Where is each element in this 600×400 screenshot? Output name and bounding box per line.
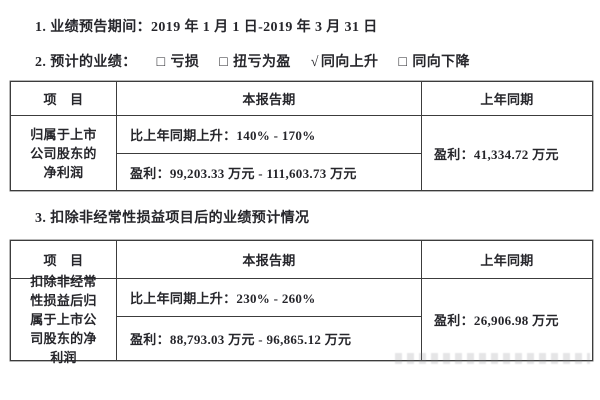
forecast-period-line: 1. 业绩预告期间：2019 年 1 月 1 日-2019 年 3 月 31 日 bbox=[35, 20, 378, 35]
table1-header-prior-period: 上年同期 bbox=[422, 82, 593, 116]
non-recurring-excluded-table: 项 目 本报告期 上年同期 扣除非经常性损益后归属于上市公司股东的净利润 比上年… bbox=[10, 240, 593, 365]
checkbox-unchecked-icon: □ bbox=[219, 55, 229, 70]
option-turnaround: □ 扭亏为盈 bbox=[219, 51, 290, 71]
option-same-direction-down-label: 同向下降 bbox=[412, 55, 470, 70]
expected-results-line: 2. 预计的业绩： □ 亏损 □ 扭亏为盈 √ 同向上升 □ 同向下降 bbox=[35, 51, 470, 71]
option-loss-label: 亏损 bbox=[170, 55, 200, 70]
table2-header-prior-period: 上年同期 bbox=[422, 241, 593, 279]
table2-header-item: 项 目 bbox=[11, 241, 117, 279]
table1-row-label: 归属于上市公司股东的净利润 bbox=[11, 116, 117, 191]
option-turnaround-label: 扭亏为盈 bbox=[233, 55, 291, 70]
net-profit-table: 项 目 本报告期 上年同期 归属于上市公司股东的净利润 比上年同期上升：140%… bbox=[10, 81, 593, 191]
option-loss: □ 亏损 bbox=[157, 51, 200, 71]
section3-title: 3. 扣除非经常性损益项目后的业绩预计情况 bbox=[35, 211, 310, 226]
checkmark-icon: √ bbox=[310, 55, 319, 70]
option-same-direction-up-label: 同向上升 bbox=[320, 55, 379, 70]
option-same-direction-up: √ 同向上升 bbox=[311, 51, 379, 71]
option-same-direction-down: □ 同向下降 bbox=[398, 51, 469, 71]
table1-current-change: 比上年同期上升：140% - 170% bbox=[117, 116, 422, 154]
checkbox-unchecked-icon: □ bbox=[398, 55, 408, 70]
checkbox-unchecked-icon: □ bbox=[156, 55, 166, 70]
table2-header-current-period: 本报告期 bbox=[117, 241, 422, 279]
table1-prior-profit: 盈利：41,334.72 万元 bbox=[422, 116, 593, 191]
table2-row-label: 扣除非经常性损益后归属于上市公司股东的净利润 bbox=[11, 274, 117, 365]
table2-prior-profit: 盈利：26,906.98 万元 bbox=[422, 279, 593, 361]
table1-current-profit: 盈利：99,203.33 万元 - 111,603.73 万元 bbox=[117, 154, 422, 191]
table2-current-change: 比上年同期上升：230% - 260% bbox=[117, 279, 422, 317]
table1-header-current-period: 本报告期 bbox=[117, 82, 422, 116]
table2-current-profit: 盈利：88,793.03 万元 - 96,865.12 万元 bbox=[117, 317, 422, 361]
table1-header-item: 项 目 bbox=[11, 82, 117, 116]
expected-results-label: 2. 预计的业绩： bbox=[35, 55, 137, 70]
